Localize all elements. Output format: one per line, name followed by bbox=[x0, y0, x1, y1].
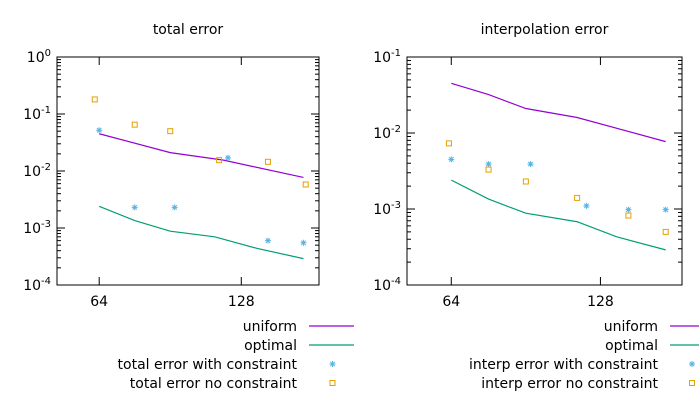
series-line-optimal bbox=[451, 179, 666, 251]
x-tick-label: 64 bbox=[90, 294, 108, 310]
y-tick-label: 10-2 bbox=[23, 162, 51, 180]
data-point-total-error-with-constraint bbox=[300, 239, 307, 246]
data-point-interp-error-no-constraint bbox=[662, 228, 669, 235]
legend-label: optimal bbox=[605, 338, 658, 354]
chart-panel-total-error: total error 100 10-1 10-2 10-3 10-4 64 128 unif… bbox=[23, 22, 354, 392]
chart-panel-interpolation-error: interpolation error 10-1 10-2 10-3 10-4 64 12… bbox=[373, 22, 699, 392]
legend-label: total error with constraint bbox=[118, 357, 298, 373]
x-tick-label: 64 bbox=[442, 294, 460, 310]
data-point-total-error-no-constraint bbox=[302, 181, 309, 188]
y-tick-label: 10-2 bbox=[373, 124, 401, 142]
series-total-error-no-constraint bbox=[91, 96, 309, 188]
y-tick-label: 10-4 bbox=[23, 276, 51, 294]
legend-swatch-marker bbox=[329, 361, 336, 367]
chart-title: total error bbox=[153, 22, 224, 38]
data-point-total-error-no-constraint bbox=[131, 121, 138, 128]
data-point-total-error-with-constraint bbox=[264, 237, 271, 244]
y-tick-label: 10-3 bbox=[23, 219, 51, 237]
x-tick-label: 128 bbox=[587, 294, 614, 310]
y-tick-label: 10-3 bbox=[373, 200, 401, 218]
legend-label: uniform bbox=[243, 319, 297, 335]
legend-swatch-marker bbox=[689, 361, 695, 367]
legend-label: optimal bbox=[244, 338, 297, 354]
x-tick-label: 128 bbox=[228, 294, 255, 310]
legend-label: total error no constraint bbox=[130, 376, 298, 392]
data-point-interp-error-no-constraint bbox=[625, 212, 632, 219]
data-point-total-error-with-constraint bbox=[131, 204, 138, 211]
y-tick-label: 10-1 bbox=[373, 48, 401, 66]
data-point-total-error-no-constraint bbox=[216, 157, 223, 164]
y-tick-label: 10-4 bbox=[373, 276, 401, 294]
data-point-total-error-no-constraint bbox=[264, 158, 271, 165]
data-point-interp-error-with-constraint bbox=[662, 206, 669, 213]
series-line-uniform bbox=[99, 133, 304, 179]
series-optimal bbox=[98, 205, 304, 260]
data-point-total-error-no-constraint bbox=[167, 128, 174, 135]
series-interp-error-no-constraint bbox=[445, 140, 669, 235]
data-point-interp-error-with-constraint bbox=[583, 202, 590, 209]
legend-swatch-marker bbox=[329, 380, 336, 386]
series-line-uniform bbox=[451, 82, 666, 143]
chart-title: interpolation error bbox=[481, 22, 609, 38]
plot-frame bbox=[406, 56, 683, 286]
data-point-total-error-with-constraint bbox=[224, 154, 231, 161]
series-interp-error-with-constraint bbox=[448, 156, 669, 213]
series-uniform bbox=[99, 133, 304, 179]
series-line-optimal bbox=[98, 205, 304, 260]
data-point-total-error-no-constraint bbox=[91, 96, 98, 103]
data-point-interp-error-no-constraint bbox=[522, 178, 529, 185]
data-point-interp-error-with-constraint bbox=[625, 206, 632, 213]
data-point-interp-error-with-constraint bbox=[527, 161, 534, 168]
series-optimal bbox=[451, 179, 666, 251]
legend-label: interp error with constraint bbox=[469, 357, 658, 373]
legend-label: interp error no constraint bbox=[481, 376, 658, 392]
y-tick-label: 100 bbox=[27, 48, 51, 66]
series-uniform bbox=[451, 82, 666, 143]
data-point-interp-error-no-constraint bbox=[445, 140, 452, 147]
data-point-total-error-with-constraint bbox=[171, 204, 178, 211]
legend-swatch-marker bbox=[689, 380, 695, 386]
plot-frame bbox=[56, 56, 320, 286]
data-point-interp-error-with-constraint bbox=[448, 156, 455, 163]
series-total-error-with-constraint bbox=[96, 127, 307, 246]
data-point-interp-error-no-constraint bbox=[574, 194, 581, 201]
data-point-interp-error-no-constraint bbox=[485, 166, 492, 173]
data-point-total-error-with-constraint bbox=[96, 127, 103, 134]
legend-label: uniform bbox=[604, 319, 658, 335]
y-tick-label: 10-1 bbox=[23, 105, 51, 123]
data-point-interp-error-with-constraint bbox=[485, 161, 492, 168]
